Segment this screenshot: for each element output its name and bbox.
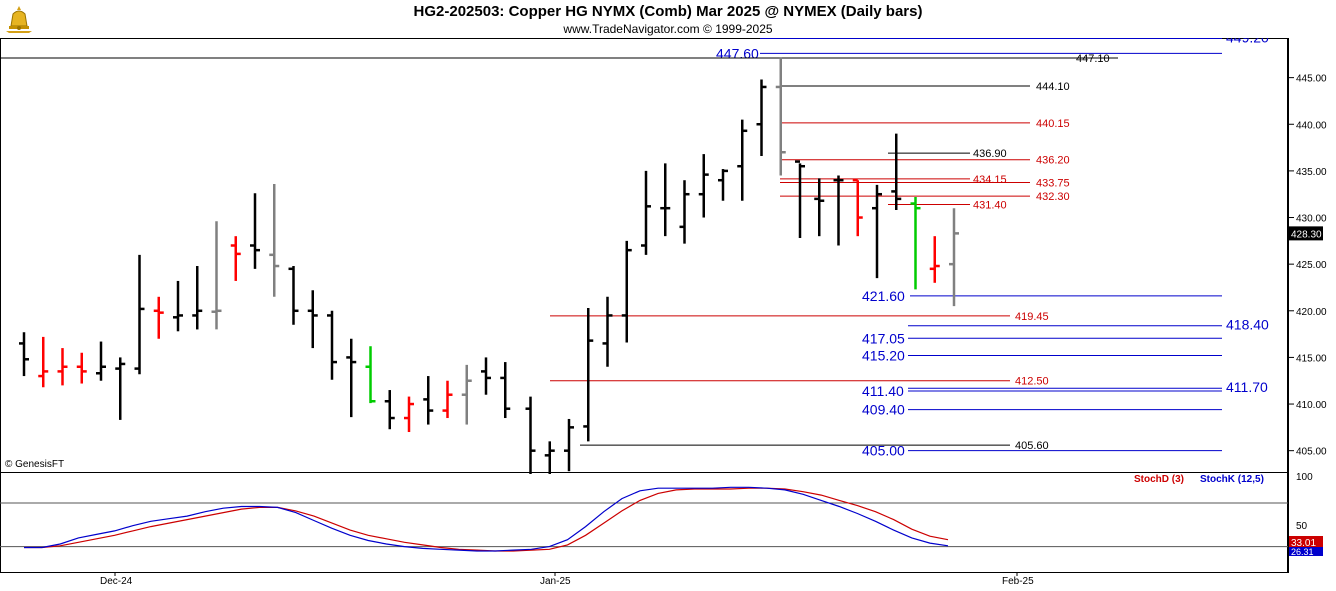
x-tick-label: Dec-24 <box>100 576 133 587</box>
x-tick-label: Feb-25 <box>1002 576 1034 587</box>
y-tick-label: 435.00 <box>1296 167 1327 178</box>
level-label: 411.40 <box>862 383 904 399</box>
y-axis-panel <box>1288 38 1336 591</box>
watermark-text: © GenesisFT <box>5 459 64 470</box>
level-label: 444.10 <box>1036 81 1070 93</box>
level-label: 436.20 <box>1036 155 1070 167</box>
gold-bell-logo-icon <box>6 6 32 33</box>
level-label: 447.10 <box>1076 53 1110 65</box>
y-tick-label: 440.00 <box>1296 120 1327 131</box>
level-label: 412.50 <box>1015 376 1049 388</box>
stoch-k-line <box>24 486 949 552</box>
stoch-d-legend: StochD (3) <box>1134 474 1184 485</box>
last-price-label: 428.30 <box>1291 229 1322 240</box>
y-tick-label: 410.00 <box>1296 400 1327 411</box>
level-label: 418.40 <box>1226 317 1269 333</box>
level-label: 405.00 <box>862 443 905 459</box>
level-label: 431.40 <box>973 199 1007 211</box>
stoch-y-tick-label: 100 <box>1296 472 1313 483</box>
y-tick-label: 405.00 <box>1296 447 1327 458</box>
stoch-k-last-badge <box>1289 547 1323 556</box>
stoch-d-last-badge <box>1289 536 1323 548</box>
stoch-d-last-label: 33.01 <box>1291 538 1316 549</box>
level-label: 434.15 <box>973 174 1007 186</box>
y-tick-label: 420.00 <box>1296 307 1327 318</box>
level-label: 421.60 <box>862 288 905 304</box>
level-label: 433.75 <box>1036 178 1070 190</box>
level-label: 409.40 <box>862 402 905 418</box>
level-label: 419.45 <box>1015 311 1049 323</box>
level-label: 411.70 <box>1226 379 1268 395</box>
stoch-k-legend: StochK (12,5) <box>1200 474 1264 485</box>
stoch-k-last-label: 26.31 <box>1291 547 1314 557</box>
level-label: 432.30 <box>1036 191 1070 203</box>
y-tick-label: 445.00 <box>1296 74 1327 85</box>
level-label: 417.05 <box>862 330 905 346</box>
level-label: 415.20 <box>862 348 905 364</box>
level-label: 436.90 <box>973 148 1007 160</box>
y-tick-label: 415.00 <box>1296 353 1327 364</box>
level-label: 405.60 <box>1015 440 1049 452</box>
last-price-badge <box>1289 226 1323 241</box>
chart-title: HG2-202503: Copper HG NYMX (Comb) Mar 20… <box>413 3 923 20</box>
level-label: 440.15 <box>1036 118 1070 130</box>
x-tick-label: Jan-25 <box>540 576 571 587</box>
chart-subtitle: www.TradeNavigator.com © 1999-2025 <box>563 22 773 36</box>
header: HG2-202503: Copper HG NYMX (Comb) Mar 20… <box>0 0 1336 38</box>
y-tick-label: 425.00 <box>1296 260 1327 271</box>
stoch-y-tick-label: 50 <box>1296 521 1308 532</box>
level-label: 447.60 <box>716 45 759 61</box>
y-tick-label: 430.00 <box>1296 214 1327 225</box>
